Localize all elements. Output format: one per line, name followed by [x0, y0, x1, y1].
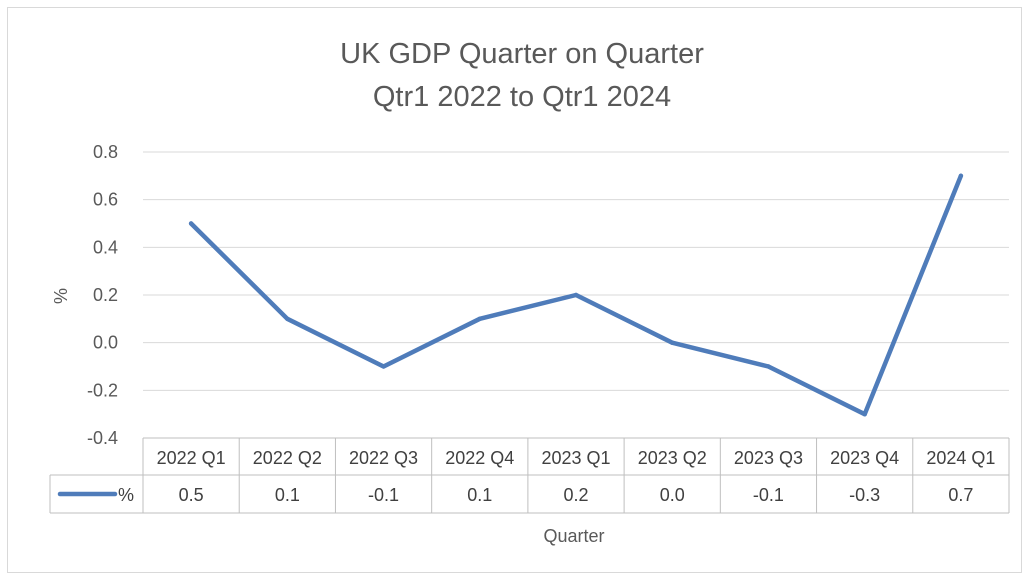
data-point: [285, 316, 290, 322]
data-point: [670, 340, 675, 345]
chart-title: UK GDP Quarter on Quarter: [340, 38, 704, 70]
y-tick-label: 0.0: [93, 333, 118, 353]
x-category-label: 2022 Q2: [253, 448, 322, 468]
y-tick-label: -0.4: [87, 428, 118, 448]
x-category-label: 2022 Q4: [445, 448, 514, 468]
data-table: 2022 Q1 2022 Q2 2022 Q3 2022 Q4 2023 Q1 2023 …: [49, 437, 1010, 514]
y-axis-ticks: 0.8 0.6 0.4 0.2 0.0 -0.2 -0.4: [87, 142, 118, 448]
x-axis-title: Quarter: [543, 526, 604, 546]
series-layer: [188, 173, 964, 417]
data-point: [381, 364, 386, 369]
x-category-label: 2022 Q1: [157, 448, 226, 468]
data-point: [188, 221, 194, 226]
x-category-label: 2024 Q1: [926, 448, 995, 468]
y-tick-label: 0.2: [93, 285, 118, 305]
x-category-label: 2023 Q4: [830, 448, 899, 468]
y-tick-label: 0.6: [93, 190, 118, 210]
y-tick-label: 0.8: [93, 142, 118, 162]
data-table-value: -0.1: [753, 485, 784, 505]
data-point: [862, 411, 867, 417]
chart-frame: [7, 7, 1022, 573]
data-table-value: -0.3: [849, 485, 880, 505]
data-table-value: 0.7: [948, 485, 973, 505]
x-category-label: 2023 Q3: [734, 448, 803, 468]
y-tick-label: -0.2: [87, 380, 118, 400]
data-table-value: 0.0: [660, 485, 685, 505]
y-tick-label: 0.4: [93, 237, 118, 257]
data-table-value: 0.5: [179, 485, 204, 505]
data-point: [766, 364, 771, 369]
x-category-label: 2022 Q3: [349, 448, 418, 468]
legend-series-name: %: [118, 485, 134, 505]
x-category-label: 2023 Q2: [638, 448, 707, 468]
data-point: [477, 316, 482, 322]
data-point: [573, 292, 579, 298]
chart-subtitle: Qtr1 2022 to Qtr1 2024: [373, 81, 671, 113]
y-axis-title: %: [51, 288, 71, 304]
data-table-value: -0.1: [368, 485, 399, 505]
data-table-value: 0.2: [563, 485, 588, 505]
data-table-value: 0.1: [275, 485, 300, 505]
data-table-value: 0.1: [467, 485, 492, 505]
x-category-label: 2023 Q1: [541, 448, 610, 468]
data-point: [958, 173, 964, 179]
